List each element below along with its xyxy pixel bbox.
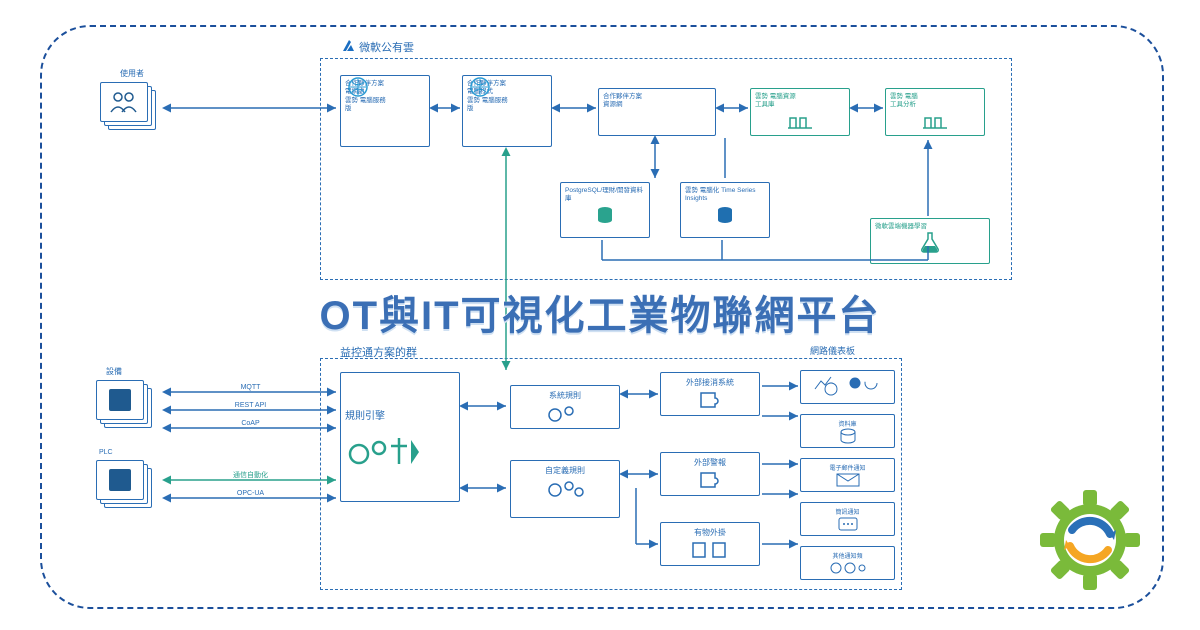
svg-text:MQTT: MQTT: [241, 384, 262, 391]
svg-text:OPC-UA: OPC-UA: [237, 490, 265, 497]
svg-text:REST API: REST API: [235, 402, 266, 409]
gear-logo: [1040, 490, 1140, 590]
svg-text:通信自動化: 通信自動化: [233, 470, 268, 479]
main-title: OT與IT可視化工業物聯網平台: [0, 283, 1200, 341]
svg-text:CoAP: CoAP: [241, 420, 260, 427]
